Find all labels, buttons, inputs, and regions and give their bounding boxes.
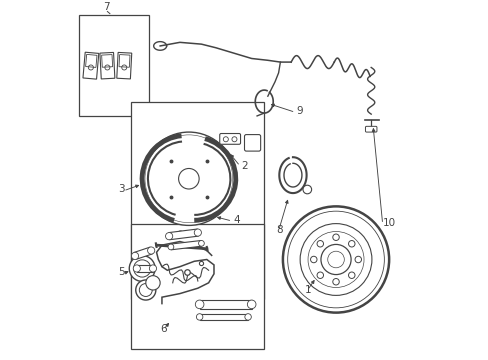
Text: 6: 6 xyxy=(160,324,166,334)
Text: 9: 9 xyxy=(296,107,302,117)
Circle shape xyxy=(129,256,155,282)
Bar xyxy=(79,15,149,116)
Circle shape xyxy=(195,300,203,309)
Polygon shape xyxy=(199,300,251,309)
Text: 3: 3 xyxy=(118,184,124,194)
FancyBboxPatch shape xyxy=(244,135,260,151)
Text: 7: 7 xyxy=(103,2,110,12)
Polygon shape xyxy=(134,247,152,259)
Circle shape xyxy=(131,252,138,260)
Text: 10: 10 xyxy=(382,219,395,229)
Circle shape xyxy=(145,276,160,290)
Circle shape xyxy=(147,247,154,254)
Circle shape xyxy=(142,132,235,225)
Polygon shape xyxy=(168,229,198,240)
Circle shape xyxy=(244,314,251,320)
Circle shape xyxy=(149,265,156,272)
Polygon shape xyxy=(199,314,247,320)
Polygon shape xyxy=(137,265,153,272)
Circle shape xyxy=(303,185,311,194)
Bar xyxy=(131,224,264,349)
Text: 2: 2 xyxy=(241,161,247,171)
Circle shape xyxy=(133,265,140,272)
Text: 1: 1 xyxy=(304,284,311,294)
Circle shape xyxy=(198,240,204,246)
Text: 8: 8 xyxy=(276,225,282,235)
Text: 4: 4 xyxy=(233,215,239,225)
Circle shape xyxy=(165,233,172,240)
Text: 5: 5 xyxy=(118,266,124,276)
Circle shape xyxy=(168,244,173,250)
FancyBboxPatch shape xyxy=(219,134,240,144)
FancyBboxPatch shape xyxy=(365,126,376,132)
Polygon shape xyxy=(170,240,202,250)
Circle shape xyxy=(247,300,255,309)
Bar xyxy=(131,102,264,299)
Circle shape xyxy=(196,314,203,320)
Circle shape xyxy=(194,229,201,236)
Circle shape xyxy=(136,280,156,300)
